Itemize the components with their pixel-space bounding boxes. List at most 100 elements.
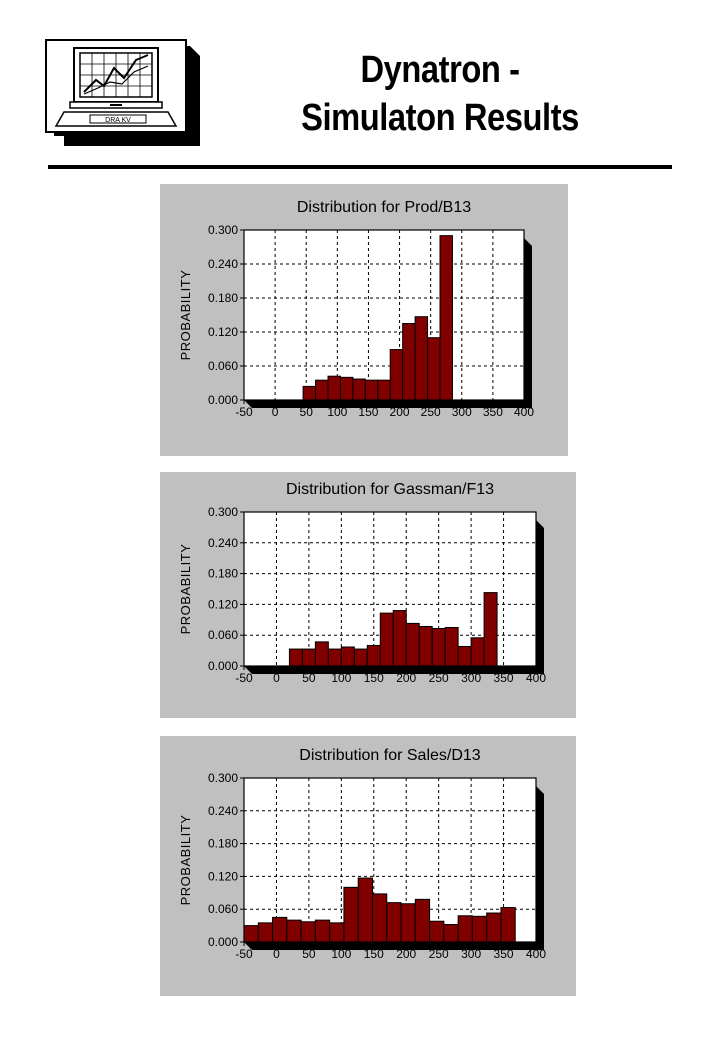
histogram-bar: [366, 644, 381, 667]
y-tick-label: 0.180: [208, 837, 238, 851]
histogram-bar: [429, 920, 445, 943]
histogram-bar: [340, 646, 355, 667]
x-tick-label: 200: [396, 947, 416, 961]
histogram-bar: [457, 645, 472, 667]
histogram-bar: [470, 637, 485, 667]
histogram-bar: [427, 337, 441, 401]
histogram-bar: [329, 922, 345, 943]
x-tick-label: 0: [273, 947, 280, 961]
x-tick-label: 150: [364, 947, 384, 961]
histogram-bar: [414, 898, 431, 943]
x-tick-label: 100: [331, 947, 351, 961]
x-tick-label: 350: [483, 405, 503, 419]
page-title: Dynatron - Simulaton Results: [285, 46, 595, 142]
x-tick-label: 400: [514, 405, 534, 419]
chart-sales-svg: Distribution for Sales/D13 0.300 0.240 0.18…: [178, 747, 546, 961]
title-line-2: Simulaton Results: [301, 97, 579, 139]
plot-area: [243, 229, 525, 401]
plot-frame: [243, 229, 525, 401]
chart-panel-sales: Distribution for Sales/D13 0.300 0.240 0.18…: [160, 736, 576, 996]
x-tick-label: 150: [364, 671, 384, 685]
histogram-bar: [431, 628, 446, 667]
histogram-bar: [339, 376, 354, 401]
histogram-bar: [444, 627, 459, 667]
histogram-bar: [389, 349, 404, 401]
histogram-bar: [327, 375, 341, 401]
y-tick-label: 0.060: [208, 359, 238, 373]
y-tick-label: 0.180: [208, 567, 238, 581]
histogram-bar: [414, 316, 429, 401]
histogram-bar: [243, 925, 259, 943]
histogram-bar: [405, 622, 420, 667]
histogram-bar: [288, 648, 303, 667]
y-tick-label: 0.300: [208, 505, 238, 519]
histogram-bar: [500, 907, 516, 943]
x-tick-label: 400: [526, 947, 546, 961]
x-tick-label: 0: [273, 671, 280, 685]
x-tick-label: -50: [235, 947, 253, 961]
x-tick-label: 50: [302, 671, 316, 685]
x-tick-label: 100: [327, 405, 347, 419]
histogram-bar: [418, 625, 433, 667]
x-tick-label: 350: [494, 671, 514, 685]
x-tick-label: 300: [461, 947, 481, 961]
histogram-bar: [364, 379, 379, 401]
title-line-1: Dynatron -: [360, 49, 520, 91]
histogram-bar: [286, 919, 302, 943]
x-tick-label: 200: [396, 671, 416, 685]
histogram-bar: [353, 648, 368, 667]
y-axis-label: PROBABILITY: [178, 815, 193, 906]
histogram-bar: [314, 641, 329, 667]
histogram-bar: [357, 877, 373, 943]
histogram-bar: [471, 915, 488, 943]
histogram-bar: [352, 378, 366, 401]
histogram-bar: [439, 235, 453, 401]
chart-panel-prod: Distribution for Prod/B13 0.300 0.240 0.180…: [160, 184, 568, 456]
x-tick-label: 100: [331, 671, 351, 685]
histogram-bar: [400, 903, 416, 943]
histogram-bar: [301, 648, 316, 667]
histogram-bar: [315, 379, 329, 401]
chart-gassman-svg: Distribution for Gassman/F13 0.300 0.240 0.…: [178, 481, 546, 685]
y-tick-label: 0.180: [208, 291, 238, 305]
chart-prod-svg: Distribution for Prod/B13 0.300 0.240 0.180…: [178, 199, 534, 419]
x-tick-label: 250: [429, 671, 449, 685]
histogram-bar: [402, 323, 416, 401]
header-divider: [48, 165, 672, 169]
histogram-bar: [327, 648, 342, 667]
y-axis-label: PROBABILITY: [178, 544, 193, 635]
y-tick-label: 0.120: [208, 597, 238, 611]
y-tick-label: 0.000: [208, 393, 238, 407]
y-tick-label: 0.000: [208, 935, 238, 949]
histogram-bar: [314, 919, 331, 943]
histogram-bar: [371, 893, 388, 943]
histogram-bar: [257, 922, 274, 943]
histogram-bar: [443, 924, 459, 943]
logo-label: DRA KV: [105, 117, 131, 124]
histogram-bar: [379, 612, 394, 667]
x-tick-label: 200: [390, 405, 410, 419]
histogram-bar: [483, 592, 498, 667]
x-tick-label: 250: [421, 405, 441, 419]
x-tick-label: 250: [429, 947, 449, 961]
histogram-bar: [343, 886, 359, 943]
y-tick-label: 0.060: [208, 902, 238, 916]
y-tick-label: 0.300: [208, 771, 238, 785]
histogram-bar: [272, 916, 288, 943]
x-tick-label: 50: [300, 405, 314, 419]
computer-chart-logo: DRA KV: [45, 39, 200, 146]
x-tick-label: 300: [461, 671, 481, 685]
y-tick-label: 0.060: [208, 628, 238, 642]
y-tick-label: 0.240: [208, 804, 238, 818]
histogram-bar: [302, 385, 317, 401]
y-tick-label: 0.120: [208, 869, 238, 883]
y-tick-label: 0.240: [208, 257, 238, 271]
x-tick-label: 400: [526, 671, 546, 685]
x-tick-label: -50: [235, 405, 253, 419]
histogram-bar: [392, 610, 407, 667]
plot-frame: [243, 511, 537, 667]
x-tick-label: 50: [302, 947, 316, 961]
chart-title: Distribution for Prod/B13: [297, 199, 471, 216]
histogram-bar: [457, 915, 473, 943]
x-tick-label: 350: [494, 947, 514, 961]
